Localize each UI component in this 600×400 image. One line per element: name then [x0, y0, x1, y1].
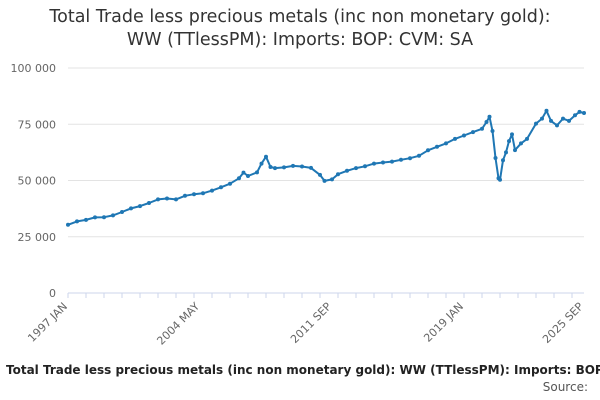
x-tick-label: 2004 MAY [154, 300, 202, 348]
data-point [567, 118, 571, 123]
data-point [237, 176, 241, 181]
data-point [390, 159, 394, 164]
data-point [381, 160, 385, 165]
data-point [354, 166, 358, 171]
data-point [291, 163, 295, 168]
data-point [435, 144, 439, 149]
data-point [490, 129, 495, 133]
data-point [513, 148, 517, 153]
data-point [507, 139, 511, 144]
data-point [282, 165, 286, 170]
data-point [577, 109, 582, 114]
data-point [201, 191, 205, 196]
data-point [372, 161, 376, 166]
data-point [519, 141, 523, 146]
data-point [330, 177, 334, 182]
axes: 0 25 000 50 000 75 000 100 000 1997 JAN 2004 M… [11, 62, 587, 348]
data-point [426, 148, 430, 153]
data-point [183, 193, 187, 198]
data-point [120, 210, 124, 214]
y-tick-label: 0 [49, 287, 56, 300]
x-tick-label: 2019 JAN [421, 300, 466, 345]
data-point [444, 141, 448, 146]
data-point [322, 178, 327, 183]
data-point [453, 136, 457, 141]
y-tick-label: 75 000 [18, 118, 57, 131]
series [66, 108, 586, 227]
y-tick-label: 25 000 [18, 231, 57, 244]
chart-title: Total Trade less precious metals (inc no… [0, 6, 600, 52]
x-tick-label: 1997 JAN [25, 300, 70, 345]
data-point [228, 181, 232, 186]
data-point [111, 213, 115, 218]
chart-title-line-1: Total Trade less precious metals (inc no… [49, 7, 551, 27]
y-tick-label: 100 000 [11, 62, 57, 75]
data-point [525, 136, 529, 141]
footer-source: Source: [542, 380, 588, 394]
data-point [66, 222, 70, 227]
data-point [408, 156, 412, 161]
data-point [510, 132, 514, 137]
data-point [501, 158, 505, 163]
data-point [345, 168, 349, 173]
data-point [399, 157, 403, 162]
data-point [336, 172, 340, 177]
data-point [555, 123, 559, 128]
data-point [484, 120, 489, 124]
data-point [268, 165, 273, 169]
gridlines [68, 67, 584, 238]
data-point [264, 154, 268, 159]
data-point [534, 121, 538, 126]
data-point [93, 215, 97, 220]
data-point [241, 170, 246, 175]
data-point [174, 197, 178, 202]
y-tick-label: 50 000 [18, 175, 57, 188]
data-point [573, 113, 577, 118]
chart-title-line-2: WW (TTlessPM): Imports: BOP: CVM: SA [126, 30, 474, 50]
data-point [544, 108, 549, 113]
data-point [147, 201, 151, 205]
data-point [259, 161, 264, 166]
data-point [480, 126, 484, 131]
x-tick-label: 2025 SEP [540, 300, 586, 346]
data-point [129, 206, 133, 211]
data-point [417, 153, 421, 158]
data-point [156, 197, 160, 202]
data-point [102, 215, 106, 220]
data-point [309, 165, 313, 170]
data-point [138, 204, 142, 209]
data-point [318, 172, 322, 177]
data-point [363, 164, 367, 169]
data-point [487, 114, 492, 119]
data-point [462, 133, 466, 138]
data-point [84, 217, 88, 222]
data-point [165, 196, 169, 201]
data-point [498, 177, 502, 182]
data-point [549, 118, 553, 123]
data-point [504, 150, 508, 155]
footer-subtitle: Total Trade less precious metals (inc no… [6, 363, 600, 377]
data-point [255, 170, 259, 175]
data-point [561, 116, 565, 121]
data-point [582, 111, 586, 115]
data-point [273, 166, 277, 171]
data-point [75, 219, 79, 224]
data-point [540, 116, 544, 121]
data-point [471, 130, 475, 135]
data-point [300, 164, 304, 169]
data-point [219, 185, 223, 190]
data-point [246, 174, 250, 178]
data-point [192, 192, 196, 197]
x-tick-label: 2011 SEP [288, 300, 334, 346]
data-point [210, 188, 214, 193]
series-line [67, 109, 585, 226]
data-point [493, 156, 498, 160]
